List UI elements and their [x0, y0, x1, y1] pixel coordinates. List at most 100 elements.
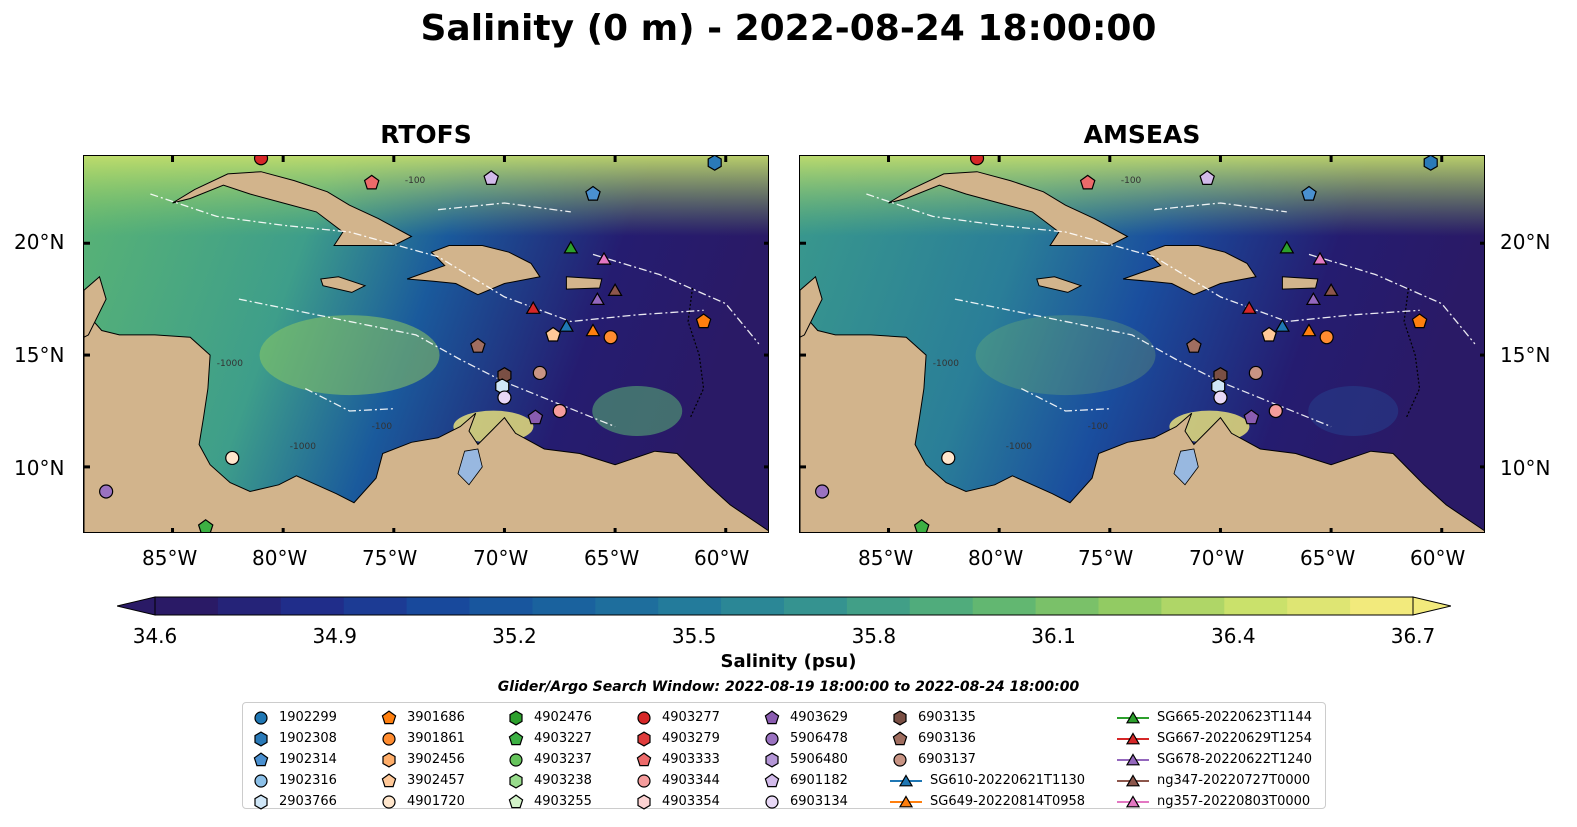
colorbar-tick: 35.2	[492, 624, 537, 648]
lon-tick-60-left: 60°W	[694, 546, 750, 570]
legend-item: 4903279	[634, 728, 720, 749]
figure-title: Salinity (0 m) - 2022-08-24 18:00:00	[420, 8, 1157, 49]
legend-label: 1902299	[279, 710, 337, 725]
legend-item: 5906478	[762, 728, 848, 749]
legend-marker-6903136	[892, 730, 908, 745]
colorbar-segment	[1224, 597, 1288, 615]
legend-marker-4903255	[508, 793, 524, 808]
high-salinity-north	[800, 156, 1484, 236]
hispaniola-land	[1122, 245, 1257, 296]
colorbar-min-extend	[116, 596, 156, 616]
cuba-land	[172, 171, 413, 246]
legend-item: 4903237	[506, 749, 592, 770]
marker-4903629	[527, 409, 544, 425]
contour-label: -1000	[290, 442, 316, 452]
triangle-marker-icon	[1117, 710, 1149, 723]
contour-label: -100	[1088, 422, 1109, 432]
legend-marker-4901720	[382, 794, 396, 809]
legend-column: 3901686 3901861 3902456 3902457 4901720	[379, 707, 465, 812]
legend-label: 2903766	[279, 794, 337, 809]
legend-item: SG665-20220623T1144	[1117, 707, 1312, 728]
marker-3901861	[1319, 330, 1334, 345]
legend-label: SG649-20220814T0958	[930, 794, 1086, 809]
marker-4903629	[1243, 409, 1260, 425]
colorbar-segment	[721, 597, 785, 615]
legend-item: 5906480	[762, 749, 848, 770]
colorbar-segment	[532, 597, 596, 615]
legend-item: 6903135	[890, 707, 1085, 728]
colorbar-segment	[343, 597, 408, 615]
legend-item: 1902314	[251, 749, 337, 770]
marker-4901720	[941, 450, 956, 466]
legend-item: 2903766	[251, 791, 337, 812]
salinity-patch	[592, 385, 683, 436]
legend-label: 6901182	[790, 773, 848, 788]
circle-marker-icon	[765, 794, 779, 809]
legend-label: SG667-20220629T1254	[1157, 731, 1313, 746]
mainland-land	[84, 309, 768, 532]
marker-4903333	[363, 174, 380, 190]
legend-item: 4903354	[634, 791, 720, 812]
legend-item: 4903333	[634, 749, 720, 770]
lon-tick-75-right: 75°W	[1078, 546, 1134, 570]
pentagon-marker-icon	[764, 772, 780, 787]
legend-item: 4903238	[506, 770, 592, 791]
legend-item: ng357-20220803T0000	[1117, 791, 1312, 812]
hexagon-marker-icon	[637, 730, 651, 747]
contour-label: -1000	[933, 359, 959, 369]
legend-marker-SG678-20220622T1240	[1125, 752, 1141, 765]
marker-SG667	[525, 300, 541, 314]
marker-5906478	[99, 484, 114, 499]
legend-column: 4903277 4903279 4903333 4903344 4903354	[634, 707, 720, 812]
legend-item: 4902476	[506, 707, 592, 728]
colorbar-segment	[280, 597, 345, 615]
legend-item: 3902457	[379, 770, 465, 791]
legend-item: 1902308	[251, 728, 337, 749]
legend-item: 4903629	[762, 707, 848, 728]
circle-marker-icon	[893, 752, 907, 767]
triangle-marker-icon	[1117, 794, 1149, 807]
lake-maracaibo	[457, 448, 483, 486]
colorbar-segment	[972, 597, 1037, 615]
panel-title-amseas: AMSEAS	[1083, 120, 1201, 149]
marker-3901686	[1411, 313, 1428, 329]
hexagon-marker-icon	[637, 793, 651, 810]
legend-label: 4903277	[662, 710, 720, 725]
colorbar-segment	[784, 597, 848, 615]
lat-tick-20-right: 20°N	[1500, 230, 1551, 254]
legend-marker-1902314	[253, 751, 269, 766]
lon-tick-75-left: 75°W	[362, 546, 418, 570]
marker-5906478	[815, 484, 830, 499]
contour-label: -100	[405, 176, 426, 186]
marker-6903137	[1248, 365, 1263, 381]
legend-label: 4903238	[534, 773, 592, 788]
legend-marker-3901686	[381, 709, 397, 724]
lon-tick-85-left: 85°W	[142, 546, 198, 570]
legend-marker-4903227	[508, 730, 524, 745]
legend-label: 4901720	[407, 794, 465, 809]
legend-item: 4903344	[634, 770, 720, 791]
contour-label: -1000	[217, 359, 243, 369]
legend-label: 4903344	[662, 773, 720, 788]
legend-item: SG678-20220622T1240	[1117, 749, 1312, 770]
hexagon-marker-icon	[382, 751, 396, 768]
eez-boundary	[866, 193, 1420, 323]
marker-SG610	[1274, 318, 1290, 332]
mainland-land	[800, 309, 1484, 532]
colorbar-tick: 35.5	[671, 624, 717, 648]
legend-item: 6903137	[890, 749, 1085, 770]
map-amseas[interactable]: -100 -1000 -100 -1000	[799, 155, 1485, 533]
marker-ng347	[1323, 283, 1339, 296]
legend-label: 4903333	[662, 752, 720, 767]
triangle-marker-icon	[890, 773, 922, 786]
legend-item: 6901182	[762, 770, 848, 791]
lon-tick-70-left: 70°W	[473, 546, 529, 570]
legend-label: SG678-20220622T1240	[1157, 752, 1313, 767]
legend-label: 4902476	[534, 710, 592, 725]
central-america-land	[800, 275, 823, 338]
colorbar-segment	[909, 597, 974, 615]
map-rtofs[interactable]: -100 -1000 -100 -1000	[83, 155, 769, 533]
legend-marker-4903279	[637, 730, 651, 747]
colorbar-max-extend	[1412, 596, 1452, 616]
lon-tick-65-right: 65°W	[1300, 546, 1356, 570]
